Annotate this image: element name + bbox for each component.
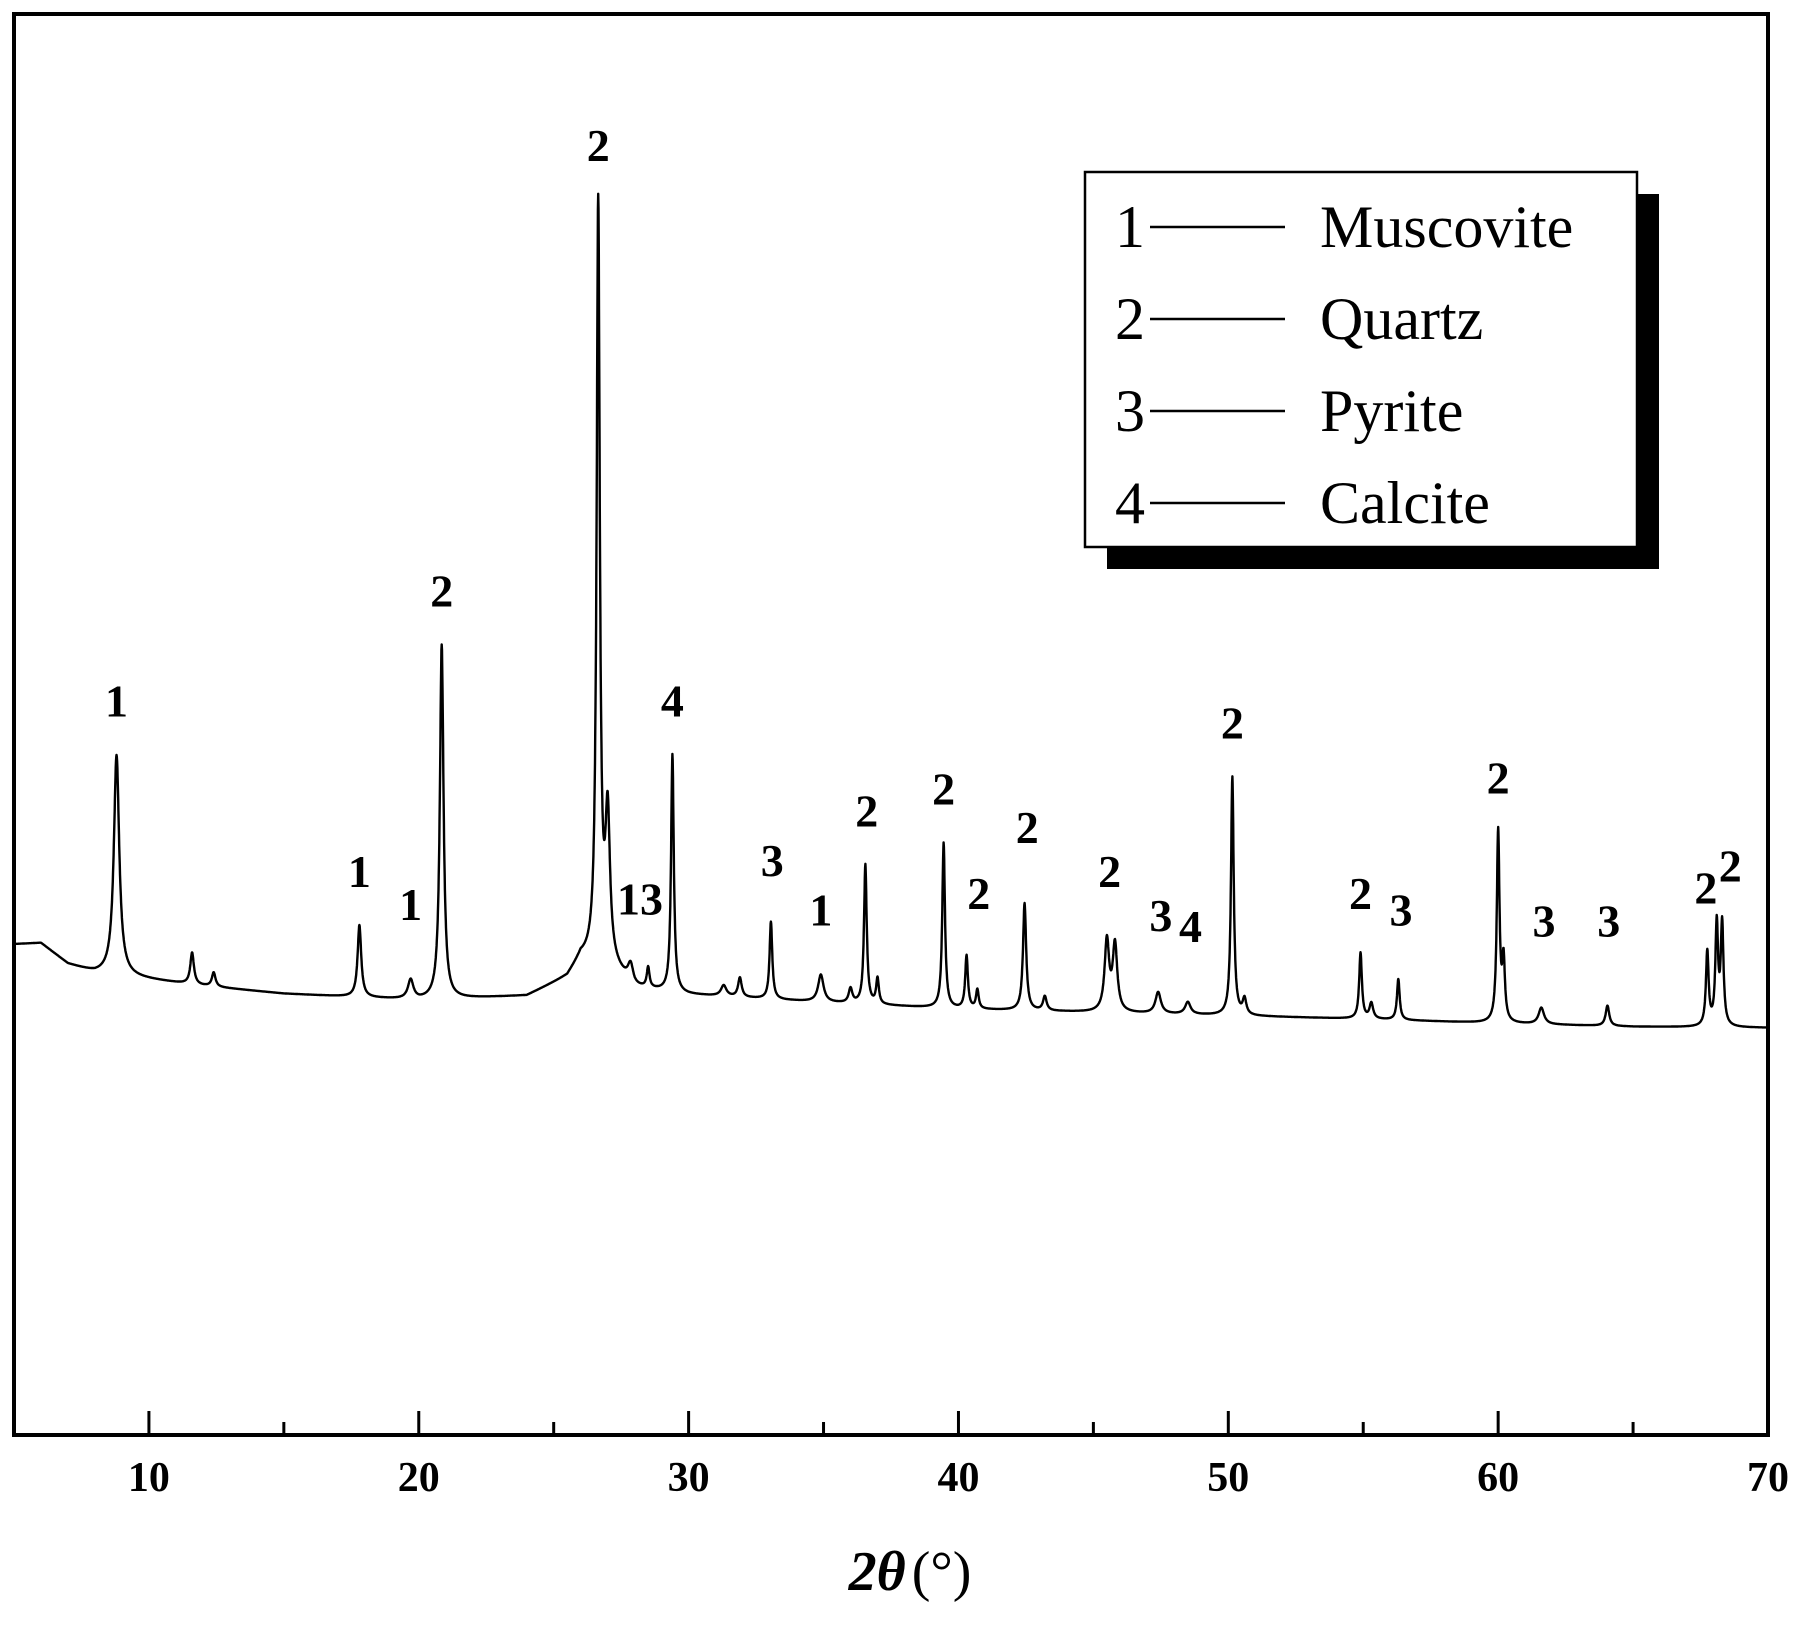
peak-label: 1 <box>348 846 371 897</box>
x-axis-title-unit: (°) <box>912 1541 972 1603</box>
peak-label: 1 <box>105 676 128 727</box>
x-axis-title: 2θ (°) <box>848 1541 972 1603</box>
x-axis: 10 20 30 40 50 60 70 <box>12 1411 1789 1501</box>
peak-label: 2 <box>1221 698 1244 749</box>
legend-entry-label: Muscovite <box>1320 194 1573 260</box>
peak-label: 3 <box>1149 890 1172 941</box>
peak-label: 3 <box>1597 896 1620 947</box>
plot-border <box>12 12 1770 1437</box>
x-tick-label: 20 <box>398 1455 440 1501</box>
peak-label: 2 <box>1487 753 1510 804</box>
peak-label: 2 <box>430 566 453 617</box>
xrd-pattern-line <box>13 192 1769 1029</box>
peak-label: 2 <box>967 868 990 919</box>
peak-label: 2 <box>1098 846 1121 897</box>
x-axis-title-number: 2 <box>848 1541 877 1603</box>
peak-label: 1 <box>399 879 422 930</box>
series-group <box>13 192 1769 1029</box>
x-axis-title-theta: θ <box>877 1541 906 1603</box>
legend-entry-label: Pyrite <box>1320 378 1463 444</box>
legend: 1 Muscovite 2 Quartz 3 Pyrite 4 Calcite <box>1083 170 1659 569</box>
legend-entry-number: 1 <box>1115 194 1145 260</box>
peak-label: 2 <box>855 786 878 837</box>
peak-label: 1 <box>809 885 832 936</box>
peak-label: 13 <box>617 874 663 925</box>
x-tick-label: 40 <box>937 1455 979 1501</box>
x-tick-label: 30 <box>668 1455 710 1501</box>
x-tick-label: 70 <box>1747 1455 1789 1501</box>
x-tick-label: 50 <box>1207 1455 1249 1501</box>
peak-label: 3 <box>761 835 784 886</box>
legend-box <box>1083 170 1639 549</box>
legend-entry-number: 3 <box>1115 378 1145 444</box>
peak-label: 2 <box>587 120 610 171</box>
plot-frame <box>12 12 1770 1437</box>
peak-label: 3 <box>1390 885 1413 936</box>
peak-label: 2 <box>1016 802 1039 853</box>
x-tick-label: 60 <box>1477 1455 1519 1501</box>
peak-label: 4 <box>1179 901 1202 952</box>
peak-label: 2 <box>1349 868 1372 919</box>
legend-entry-number: 4 <box>1115 470 1145 536</box>
x-tick-label: 10 <box>128 1455 170 1501</box>
peak-label: 2 <box>1694 863 1717 914</box>
peak-label: 2 <box>1719 841 1742 892</box>
peak-label: 4 <box>661 676 684 727</box>
legend-entry-label: Calcite <box>1320 470 1490 536</box>
peak-label: 2 <box>932 764 955 815</box>
peak-label: 3 <box>1533 896 1556 947</box>
legend-entry-number: 2 <box>1115 286 1145 352</box>
legend-entry-label: Quartz <box>1320 286 1483 352</box>
